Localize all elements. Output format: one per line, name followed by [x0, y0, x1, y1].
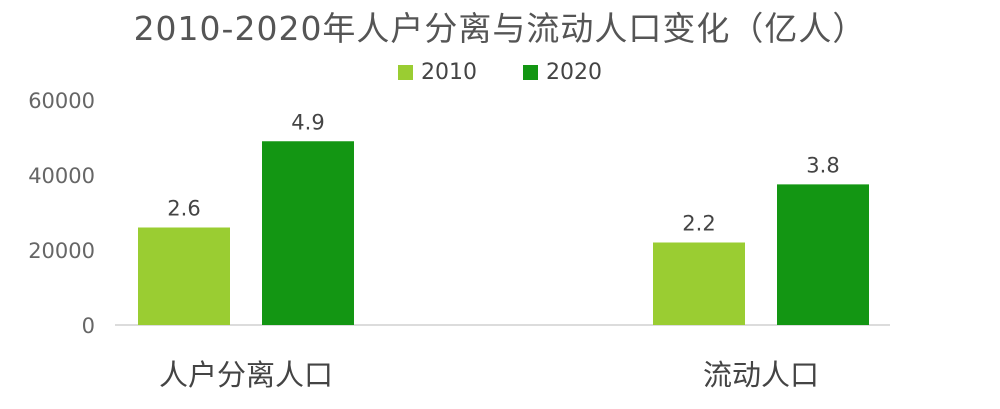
x-category-label: 人户分离人口	[159, 358, 333, 392]
legend-swatch-2020	[523, 65, 538, 80]
legend-label-2010: 2010	[421, 60, 477, 85]
y-tick-label: 20000	[28, 239, 95, 263]
x-category-label: 流动人口	[703, 358, 819, 392]
bar-value-label: 2.2	[682, 212, 715, 236]
y-tick-label: 60000	[28, 89, 95, 113]
y-tick-label: 0	[82, 314, 95, 338]
bar	[262, 141, 354, 325]
bar	[653, 242, 745, 325]
legend-item-2020: 2020	[523, 60, 602, 85]
y-tick-label: 40000	[28, 164, 95, 188]
bar-value-label: 2.6	[167, 197, 200, 221]
legend-label-2020: 2020	[546, 60, 602, 85]
bar	[138, 227, 230, 325]
legend: 2010 2020	[0, 60, 1000, 85]
bar	[777, 184, 869, 325]
chart-title: 2010-2020年人户分离与流动人口变化（亿人）	[133, 9, 867, 48]
legend-item-2010: 2010	[398, 60, 477, 85]
legend-swatch-2010	[398, 65, 413, 80]
bar-value-label: 4.9	[291, 110, 324, 134]
bar-value-label: 3.8	[806, 153, 839, 177]
